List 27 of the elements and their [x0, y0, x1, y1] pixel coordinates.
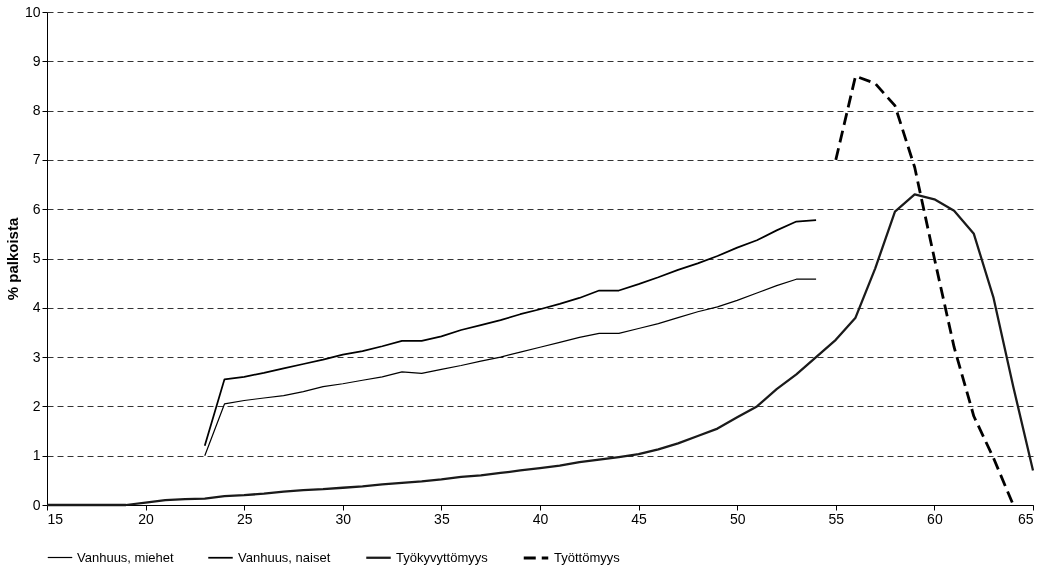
x-tick-label: 45: [631, 510, 648, 527]
x-tick-label: 60: [927, 510, 943, 527]
y-tick-label: 5: [32, 250, 41, 266]
y-tick-label: 3: [32, 348, 41, 365]
x-tick-label: 50: [729, 510, 746, 527]
y-tick-label: 6: [32, 200, 41, 217]
legend-label: Työttömyys: [554, 550, 621, 565]
x-tick-label: 40: [532, 510, 549, 527]
x-tick-label: 35: [434, 510, 450, 527]
x-tick-label: 25: [236, 510, 253, 527]
x-tick-label: 65: [1017, 510, 1034, 527]
y-tick-label: 4: [32, 299, 41, 316]
x-tick-label: 30: [335, 510, 352, 527]
legend-label: Vanhuus, naiset: [238, 549, 331, 565]
x-tick-label: 20: [138, 510, 155, 527]
x-tick-label: 55: [828, 510, 845, 527]
y-tick-label: 1: [32, 447, 41, 464]
x-tick-label: 15: [47, 510, 64, 527]
y-tick-label: 10: [24, 3, 41, 20]
legend-label: Vanhuus, miehet: [77, 549, 174, 565]
y-tick-label: 9: [32, 52, 41, 69]
y-tick-label: 2: [32, 397, 41, 414]
y-tick-label: 0: [32, 496, 41, 513]
legend-label: Työkyvyttömyys: [396, 549, 489, 565]
y-tick-label: 8: [32, 102, 41, 119]
y-axis-title: % palkoista: [3, 217, 21, 301]
y-tick-label: 7: [32, 151, 41, 168]
